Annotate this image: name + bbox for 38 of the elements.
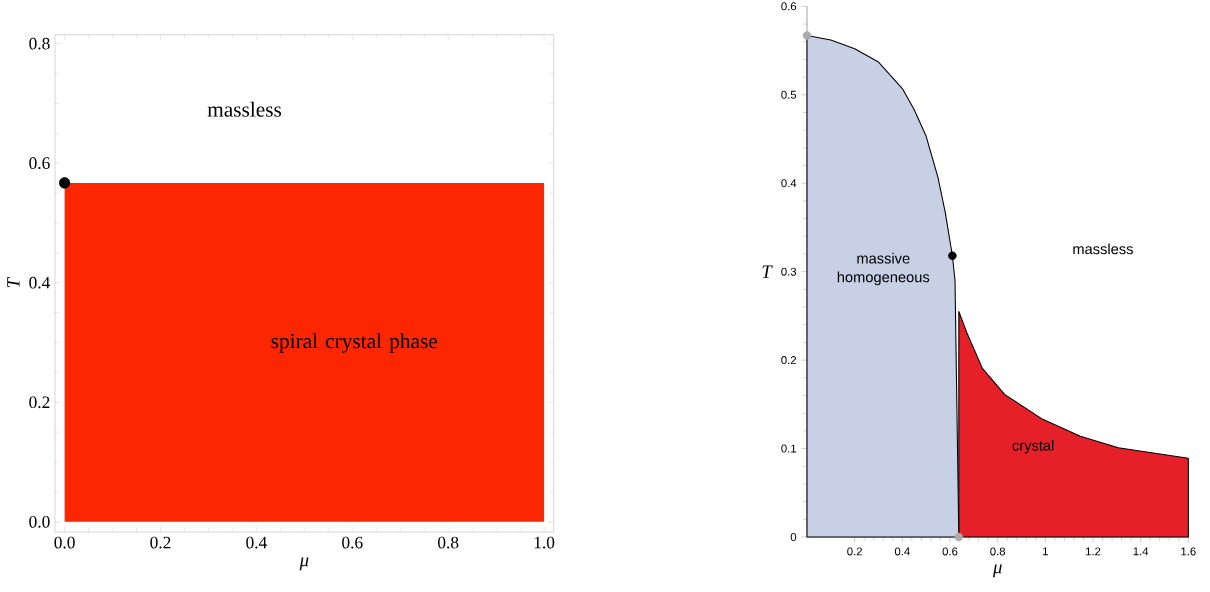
y-tick-label: 0.2 <box>29 396 50 409</box>
x-tick-label: 1.6 <box>1181 547 1196 556</box>
y-tick-label: 0.1 <box>781 444 797 453</box>
x-tick-label: 1.2 <box>1085 547 1101 556</box>
y-tick-label: 0.8 <box>29 37 50 50</box>
x-tick-label: 0.0 <box>54 536 75 549</box>
annotation: spiral crystal phase <box>271 333 437 353</box>
y-axis-title: T <box>762 265 773 278</box>
y-tick-label: 0.5 <box>781 90 797 99</box>
x-tick-label: 1.4 <box>1133 547 1149 556</box>
x-tick-label: 1.0 <box>534 536 555 549</box>
y-tick-label: 0.2 <box>781 356 797 365</box>
point <box>948 251 957 261</box>
y-axis-title: T <box>7 277 20 288</box>
y-tick-label: 0.6 <box>29 157 50 170</box>
x-tick-label: 0.4 <box>894 547 910 556</box>
x-tick-label: 0.2 <box>847 547 862 556</box>
y-tick-label: 0.0 <box>29 515 50 528</box>
x-tick-label: 0.4 <box>246 536 267 549</box>
y-tick-label: 0.4 <box>781 179 797 188</box>
x-tick-label: 0.2 <box>150 536 171 549</box>
x-tick-label: 0.6 <box>342 536 363 549</box>
annotation: massless <box>207 101 282 117</box>
point <box>802 31 812 40</box>
point <box>954 532 964 542</box>
x-tick-label: 0.6 <box>942 547 958 556</box>
x-tick-label: 0.8 <box>990 547 1006 556</box>
annotation: massless <box>1073 243 1133 255</box>
y-tick-label: 0 <box>790 532 797 541</box>
y-tick-label: 0.3 <box>781 267 797 276</box>
annotation: crystal <box>1012 439 1054 454</box>
x-axis-title: μ <box>992 564 1002 578</box>
annotation: massive homogeneous <box>837 252 930 286</box>
x-tick-label: 0.8 <box>438 536 459 549</box>
x-tick-label: 1 <box>1043 547 1048 556</box>
x-axis-title: μ <box>299 557 309 571</box>
y-tick-label: 0.6 <box>781 2 797 11</box>
y-tick-label: 0.4 <box>29 276 51 289</box>
